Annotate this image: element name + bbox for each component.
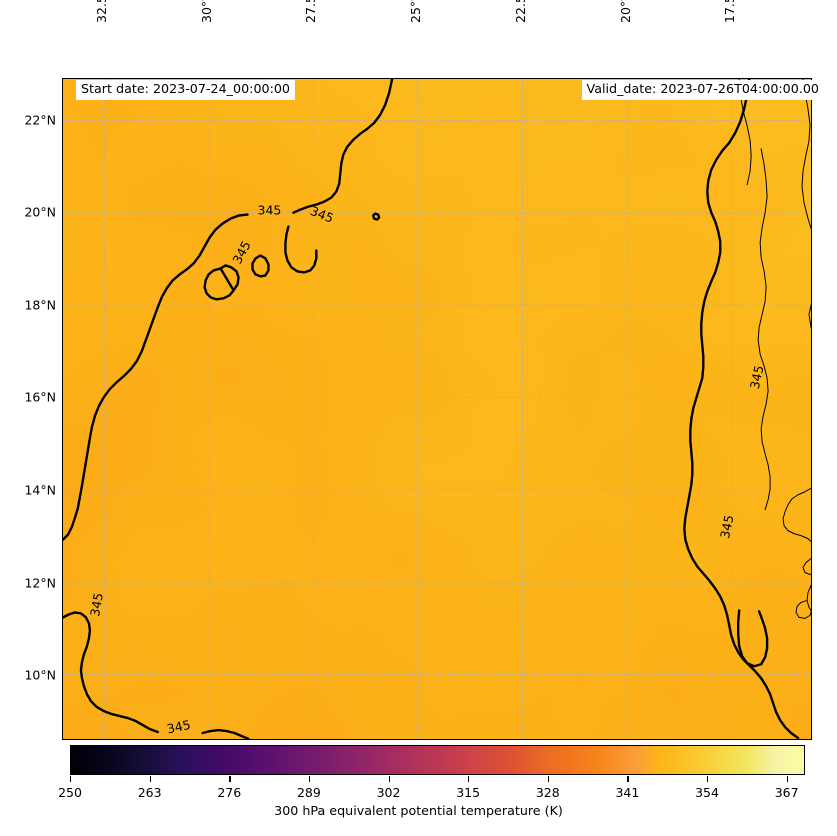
colorbar-tick-2 [229,776,231,782]
lon-tick-label-5: 20°W [617,0,633,23]
lon-tick-label-0: 32.5°W [94,0,109,23]
colorbar-tick-3 [308,776,311,782]
contour-label-345-1: 345 [308,203,336,226]
contour-label-345-6: 345 [717,514,737,540]
contour-label-345-4: 345 [166,717,192,737]
lon-tick-label-2: 27.5°W [303,0,318,23]
lat-tick-label-0: 22°N [24,112,56,128]
colorbar-tick-label-2: 276 [217,785,242,800]
start-date-banner: Start date: 2023-07-24_00:00:00 [76,80,296,100]
map-overlay: 345 345 345 345 345 345 345 [63,79,811,739]
contour-label-345-3: 345 [87,592,106,618]
lon-tick-label-3: 25°W [408,0,424,23]
colorbar-tick-label-9: 367 [774,785,799,800]
colorbar-tick-8 [707,776,709,782]
colorbar-tick-label-1: 263 [137,785,162,800]
lat-tick-label-5: 12°N [24,575,56,591]
contour-label-345-5: 345 [747,364,767,390]
lat-tick-label-4: 14°N [24,482,56,498]
lat-tick-label-3: 16°N [24,389,56,405]
colorbar-tick-4 [388,776,390,782]
contour-lines-345K [63,79,800,739]
colorbar-tick-label-4: 302 [376,785,401,800]
colorbar-tick-1 [149,776,151,782]
theta-e-field-heatmap [63,79,811,739]
colorbar-tick-9 [786,776,788,782]
contour-value-labels: 345 345 345 345 345 345 345 [87,203,767,737]
lat-tick-label-2: 18°N [24,297,56,313]
colorbar-tick-label-7: 341 [615,785,640,800]
map-axes[interactable]: 345 345 345 345 345 345 345 [62,78,812,740]
lon-tick-label-1: 30°W [198,0,214,23]
colorbar-tick-6 [547,776,550,782]
colorbar-tick-label-5: 315 [456,785,481,800]
lat-tick-label-1: 20°N [24,204,56,220]
colorbar-tick-label-8: 354 [695,785,719,800]
lat-tick-label-6: 10°N [24,667,56,683]
gridlines [63,79,811,739]
colorbar-tick-0 [70,776,72,782]
colorbar-gradient [70,745,805,775]
colorbar-tick-label-3: 289 [296,785,321,800]
contour-label-345-2: 345 [229,238,253,266]
colorbar-tick-5 [468,776,470,782]
lon-tick-label-4: 22.5°W [513,0,528,23]
colorbar-tick-label-6: 328 [535,785,560,800]
colorbar-axis-label: 300 hPa equivalent potential temperature… [274,803,563,818]
lon-tick-label-6: 17.5°W [722,0,737,23]
colorbar-tick-label-0: 250 [58,785,82,800]
colorbar[interactable]: 250 263 276 289 302 315 328 341 354 367 [58,745,805,800]
contour-label-345-0: 345 [258,203,282,218]
valid-date-banner: Valid_date: 2023-07-26T04:00:00.00 [581,80,824,100]
coastlines [738,79,811,619]
colorbar-tick-7 [627,776,629,782]
